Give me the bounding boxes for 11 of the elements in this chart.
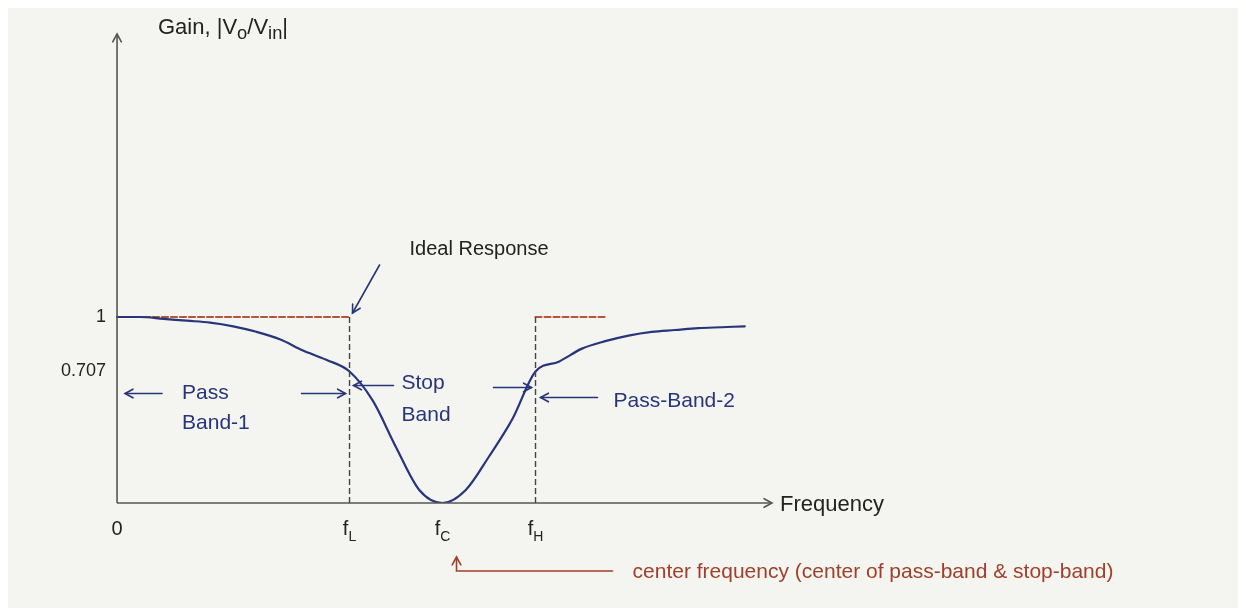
y-axis-title: Gain, |V$_{o}$/V$_{in}$| (158, 14, 289, 45)
y-tick-label: 1 (96, 305, 107, 326)
annotation: Ideal Response (409, 237, 549, 259)
x-axis-title: Frequency (780, 491, 884, 516)
annotation: Pass-Band-2 (613, 388, 735, 412)
annotation: Stop Band (401, 370, 451, 426)
x-tick-label: 0 (111, 517, 123, 539)
line-series (115, 315, 746, 503)
y-tick-label: 0.707 (61, 360, 107, 381)
text: center frequency (center of pass-band & stop-band) (632, 559, 1114, 582)
annotation: Pass Band-1 (182, 380, 250, 434)
